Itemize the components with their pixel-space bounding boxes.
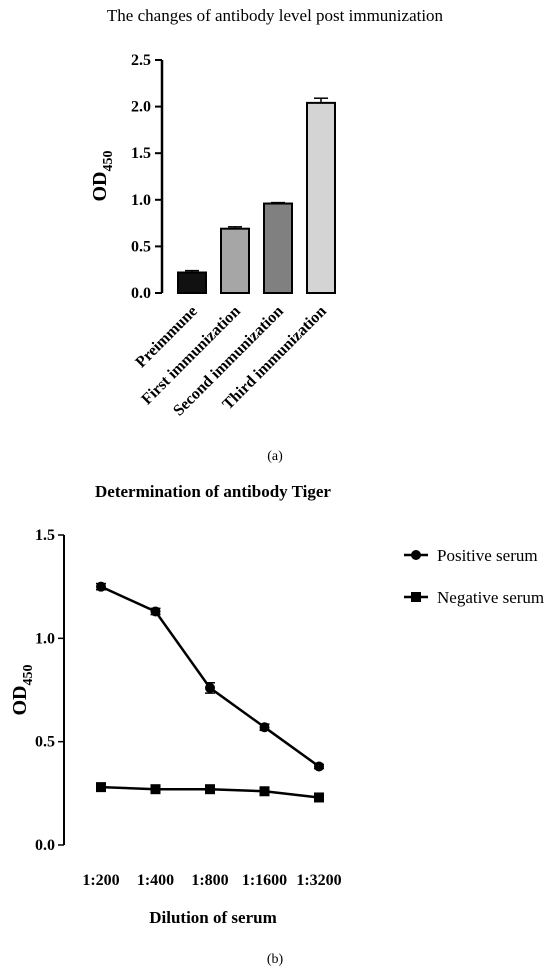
y-tick-label: 1.5 xyxy=(131,145,151,162)
y-tick-label: 2.0 xyxy=(131,99,151,116)
bar xyxy=(263,202,293,294)
chart-b-y-label: OD450 xyxy=(9,665,36,716)
chart-a-y-ticks: 0.0 0.5 1.0 1.5 2.0 2.5 xyxy=(131,52,162,302)
y-tick-label: 0.0 xyxy=(35,837,55,854)
x-tick-label: 1:200 xyxy=(82,872,119,889)
data-point xyxy=(259,786,270,797)
legend-marker xyxy=(411,592,421,602)
chart-b-title: Determination of antibody Tiger xyxy=(95,482,331,501)
data-point xyxy=(96,581,106,592)
legend-label: Negative serum xyxy=(437,588,544,607)
chart-a-title: The changes of antibody level post immun… xyxy=(107,6,444,25)
x-tick-label: 1:800 xyxy=(191,872,228,889)
data-point xyxy=(314,792,324,803)
data-point xyxy=(205,784,215,795)
legend-marker xyxy=(411,550,421,560)
y-tick-label: 0.0 xyxy=(131,285,151,302)
y-tick-label: 0.5 xyxy=(35,734,55,751)
y-tick-label: 1.0 xyxy=(35,630,55,647)
chart-b-legend: Positive serum Negative serum xyxy=(404,546,544,607)
chart-a-bars xyxy=(177,97,336,295)
data-point xyxy=(259,722,270,733)
data-point xyxy=(96,782,106,793)
series-line xyxy=(100,585,320,768)
data-point xyxy=(314,761,324,772)
panel-label-a: (a) xyxy=(267,449,283,464)
data-point xyxy=(150,606,161,617)
chart-a-y-label: OD450 xyxy=(89,151,116,202)
data-point xyxy=(205,682,215,693)
chart-b: Determination of antibody Tiger OD450 0.… xyxy=(9,482,544,967)
chart-b-y-ticks: 0.0 0.5 1.0 1.5 xyxy=(35,527,64,854)
panel-label-b: (b) xyxy=(267,952,284,967)
legend-label: Positive serum xyxy=(437,546,538,565)
x-tick-label: 1:3200 xyxy=(296,872,341,889)
y-tick-label: 2.5 xyxy=(131,52,151,69)
y-tick-label: 0.5 xyxy=(131,238,151,255)
chart-b-x-label: Dilution of serum xyxy=(149,908,277,927)
y-tick-label: 1.5 xyxy=(35,527,55,544)
chart-b-series xyxy=(96,581,324,803)
bar xyxy=(177,271,207,295)
data-point xyxy=(150,784,161,795)
x-tick-label: 1:1600 xyxy=(242,872,287,889)
chart-a: The changes of antibody level post immun… xyxy=(89,6,444,464)
y-tick-label: 1.0 xyxy=(131,192,151,209)
chart-b-categories: 1:200 1:400 1:800 1:1600 1:3200 xyxy=(82,872,341,889)
x-tick-label: 1:400 xyxy=(137,872,174,889)
bar xyxy=(306,101,336,295)
bar xyxy=(220,227,250,294)
